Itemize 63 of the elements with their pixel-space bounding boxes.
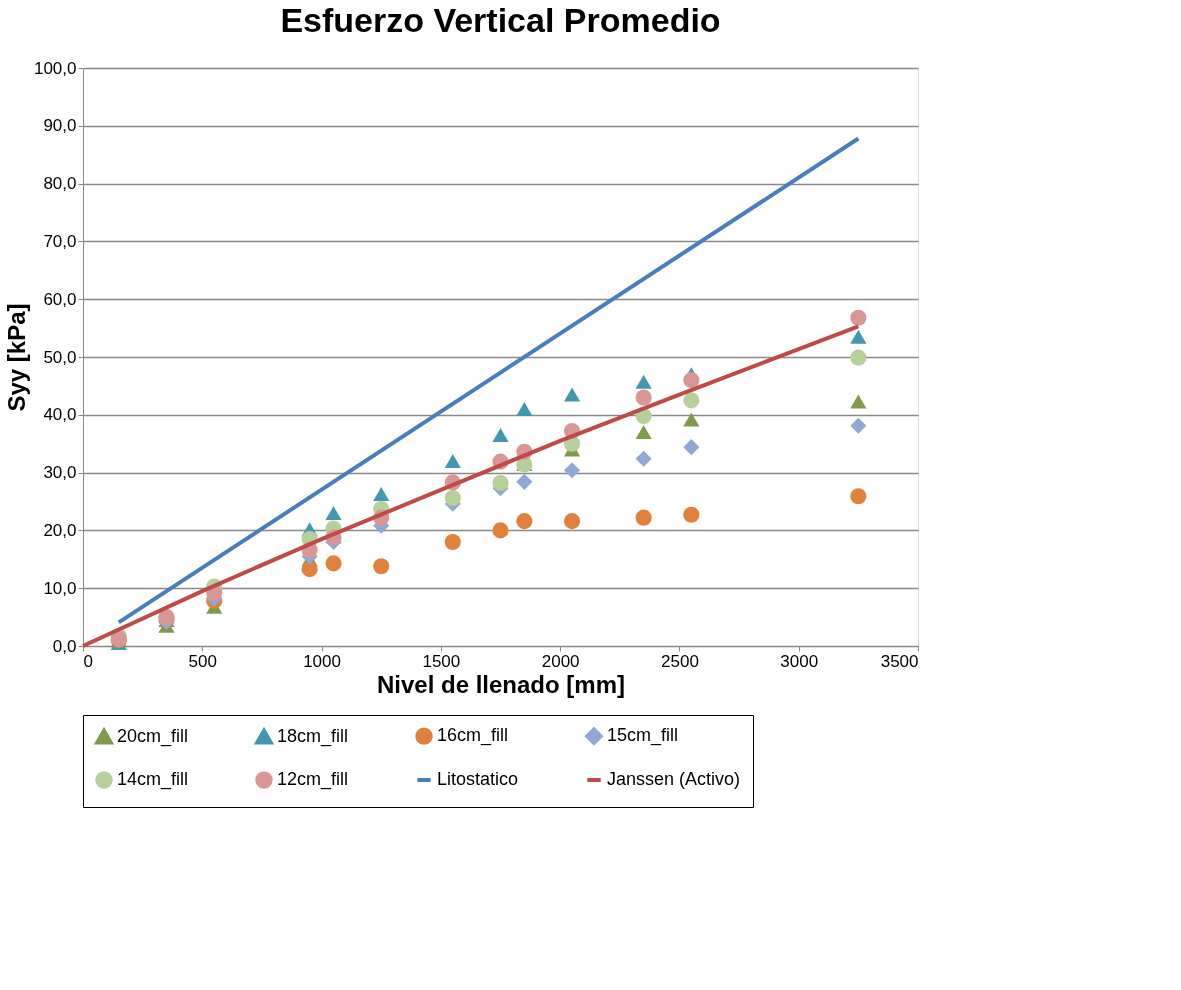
x-tick-label: 3000: [780, 651, 819, 671]
y-tick-label: 20,0: [43, 520, 77, 540]
legend-label: 12cm_fill: [277, 769, 349, 790]
x-tick-label: 3500: [880, 651, 919, 671]
point: [683, 412, 700, 427]
point: [444, 489, 461, 507]
y-tick-label: 70,0: [43, 231, 77, 251]
y-tick-label: 40,0: [43, 405, 77, 425]
point: [564, 387, 581, 402]
legend-label: 20cm_fill: [117, 725, 189, 747]
point: [516, 513, 533, 530]
point: [444, 454, 461, 469]
y-tick-label: 60,0: [43, 289, 77, 309]
legend-label: 14cm_fill: [117, 769, 189, 790]
point: [683, 392, 700, 409]
point: [301, 561, 318, 578]
y-tick-label: 0,0: [52, 636, 77, 656]
point: [850, 329, 867, 344]
point: [635, 450, 652, 467]
point: [850, 488, 867, 505]
point: [492, 428, 509, 443]
y-tick-label: 50,0: [43, 347, 77, 367]
legend-label: Janssen (Activo): [607, 769, 741, 789]
point: [683, 372, 700, 389]
x-tick-label: 2500: [661, 651, 699, 671]
y-tick-label: 100,0: [33, 58, 77, 78]
legend-label: 15cm_fill: [607, 725, 679, 747]
point: [850, 394, 867, 409]
point: [492, 474, 509, 492]
point: [683, 506, 700, 523]
point: [325, 555, 342, 572]
y-tick-label: 30,0: [43, 463, 77, 483]
x-tick-label: 2000: [541, 651, 580, 671]
point: [635, 389, 652, 406]
point: [850, 309, 867, 326]
point: [635, 509, 652, 526]
point: [850, 349, 867, 366]
y-tick-label: 80,0: [43, 174, 77, 194]
point: [850, 417, 867, 434]
point: [492, 522, 509, 539]
point: [373, 558, 390, 575]
legend-label: 18cm_fill: [277, 725, 349, 747]
point: [444, 533, 461, 551]
point: [325, 506, 342, 521]
point: [516, 473, 533, 490]
y-tick-label: 90,0: [43, 116, 77, 136]
point: [373, 487, 390, 501]
point: [635, 374, 652, 389]
point: [564, 513, 581, 530]
y-tick-label: 10,0: [43, 578, 77, 598]
point: [516, 402, 533, 416]
legend-label: Litostatico: [437, 769, 519, 789]
x-tick-label: 1500: [422, 651, 461, 671]
chart-title: Esfuerzo Vertical Promedio: [280, 1, 721, 39]
y-axis-title: Syy [kPa]: [2, 303, 30, 412]
point: [564, 462, 581, 479]
x-tick-label: 500: [188, 651, 217, 671]
x-tick-label: 1000: [303, 651, 341, 671]
legend-label: 16cm_fill: [437, 725, 509, 747]
point: [683, 439, 700, 456]
point: [635, 425, 652, 440]
x-tick-label: 0: [83, 651, 93, 671]
x-axis-title: Nivel de llenado [mm]: [376, 670, 626, 698]
